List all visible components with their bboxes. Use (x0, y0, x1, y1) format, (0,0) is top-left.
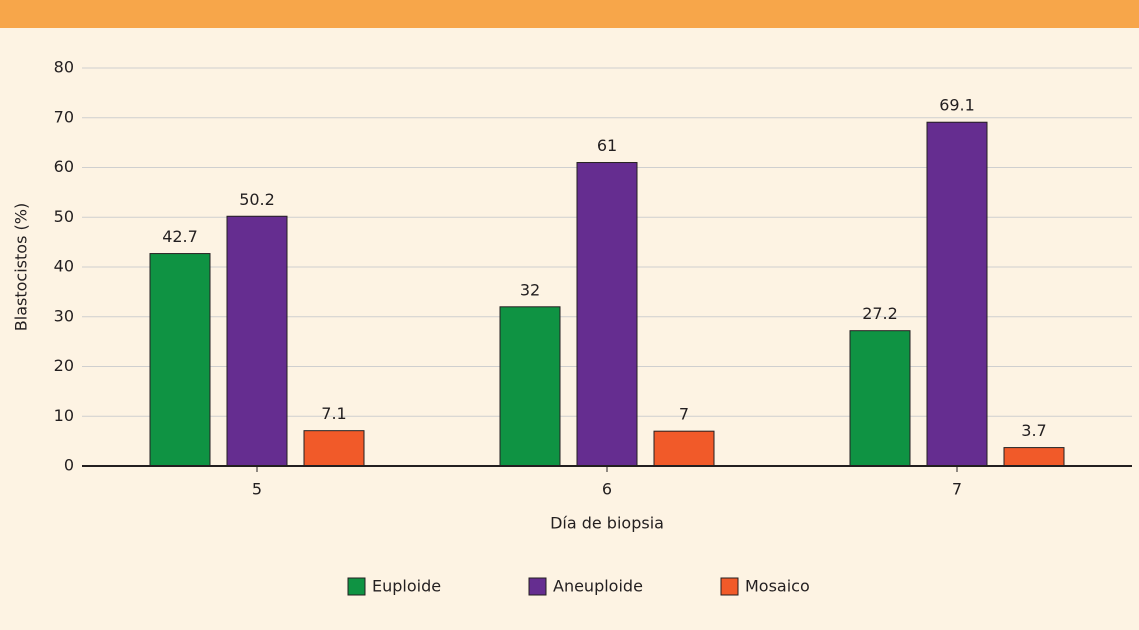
y-tick-label: 30 (54, 306, 74, 325)
legend-swatch (528, 577, 547, 596)
bar (926, 121, 988, 467)
y-tick-label: 50 (54, 207, 74, 226)
x-tick-label: 7 (952, 480, 962, 499)
data-label: 42.7 (162, 227, 198, 246)
data-label: 32 (520, 280, 540, 299)
bar (1003, 447, 1065, 467)
data-label: 50.2 (239, 190, 275, 209)
data-label: 3.7 (1021, 421, 1046, 440)
y-tick-label: 40 (54, 257, 74, 276)
y-axis-label: Blastocistos (%) (12, 203, 31, 331)
bar (149, 253, 211, 467)
y-tick-label: 60 (54, 157, 74, 176)
y-tick-label: 10 (54, 406, 74, 425)
x-tick-label: 6 (602, 480, 612, 499)
y-tick-label: 0 (64, 456, 74, 475)
y-tick-label: 70 (54, 107, 74, 126)
x-axis-label: Día de biopsia (550, 514, 664, 533)
data-label: 7.1 (321, 404, 346, 423)
data-label: 69.1 (939, 96, 975, 115)
legend-swatch (720, 577, 739, 596)
data-label: 27.2 (862, 304, 898, 323)
data-label: 61 (597, 136, 617, 155)
x-tick-label: 5 (252, 480, 262, 499)
legend-label: Aneuploide (553, 577, 643, 596)
header-band (0, 0, 1139, 28)
bar (653, 430, 715, 467)
data-label: 7 (679, 405, 689, 424)
legend-swatch (347, 577, 366, 596)
bar (303, 430, 365, 467)
bar (576, 162, 638, 467)
legend-label: Mosaico (745, 577, 810, 596)
bar (226, 215, 288, 467)
bar (499, 306, 561, 467)
y-tick-label: 80 (54, 58, 74, 77)
bar (849, 330, 911, 467)
legend-label: Euploide (372, 577, 441, 596)
y-tick-label: 20 (54, 356, 74, 375)
